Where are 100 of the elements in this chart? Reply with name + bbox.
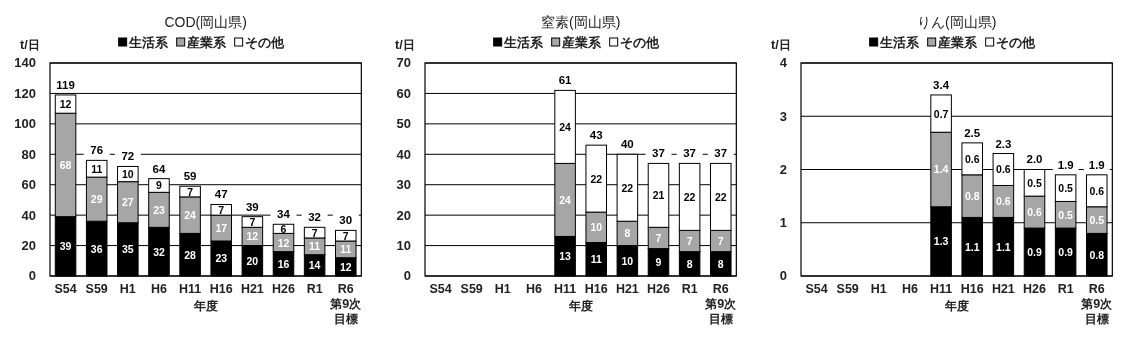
total-label: 37	[652, 147, 666, 160]
total-label: 30	[339, 214, 353, 227]
data-label: 13	[559, 251, 572, 263]
x-tick-label: S54	[429, 282, 453, 296]
x-tick-label: S54	[805, 282, 828, 296]
x-tick-label: H16	[209, 282, 233, 296]
data-label: 0.5	[1089, 215, 1104, 227]
total-label: 39	[245, 200, 259, 213]
y-tick-label: 50	[396, 116, 412, 132]
total-label: 72	[121, 150, 135, 163]
data-label: 23	[215, 253, 228, 265]
total-label: 1.9	[1057, 158, 1074, 171]
data-label: 8	[687, 258, 694, 270]
data-label: 23	[153, 204, 165, 216]
data-label: 9	[655, 257, 662, 269]
data-label: 1.1	[995, 241, 1011, 253]
legend-label: 生活系	[878, 35, 920, 50]
legend-label: 生活系	[502, 35, 544, 50]
y-tick-label: 4	[779, 55, 788, 71]
data-label: 22	[715, 191, 728, 203]
total-label: 2.0	[1026, 153, 1043, 166]
x-tick-label: H16	[960, 282, 984, 296]
data-label: 0.9	[1058, 247, 1073, 259]
x-tick-label: S59	[836, 282, 859, 296]
y-axis-title: t/日	[770, 38, 791, 52]
total-label: 37	[714, 147, 728, 160]
x-axis-title: 年度	[943, 299, 969, 313]
data-label: 1.3	[933, 236, 949, 248]
data-label: 7	[249, 216, 256, 228]
data-label: 0.8	[964, 191, 980, 203]
y-tick-label: 3	[779, 108, 787, 124]
data-label: 22	[590, 173, 603, 185]
total-label: 43	[590, 129, 603, 142]
legend-label: 産業系	[560, 35, 602, 50]
data-label: 27	[122, 197, 134, 209]
x-tick-label: R6第9次目標	[1079, 282, 1113, 326]
data-label: 7	[718, 236, 725, 248]
data-label: 14	[308, 260, 321, 272]
x-tick-label: S59	[85, 282, 108, 296]
data-label: 12	[246, 231, 259, 243]
y-tick-label: 2	[779, 162, 787, 177]
y-tick-label: 120	[14, 85, 36, 101]
x-tick-label: H26	[272, 282, 295, 296]
data-label: 0.6	[964, 153, 980, 165]
data-label: 0.5	[1026, 177, 1042, 189]
x-tick-label: H11	[929, 282, 952, 296]
x-tick-label: H16	[585, 282, 609, 296]
data-label: 0.5	[1058, 183, 1073, 195]
data-label: 12	[277, 237, 290, 249]
x-tick-label: H26	[647, 282, 671, 296]
legend-label: 産業系	[185, 35, 227, 50]
data-label: 22	[621, 182, 634, 194]
data-label: 20	[246, 255, 259, 267]
data-label: 1.4	[933, 164, 949, 176]
y-axis-title: t/日	[395, 38, 415, 52]
x-tick-label: R1	[681, 282, 698, 296]
data-label: 39	[59, 241, 72, 253]
y-tick-label: 80	[21, 146, 36, 162]
data-label: 24	[184, 210, 197, 222]
data-label: 0.9	[1026, 247, 1042, 259]
data-label: 0.6	[1026, 207, 1042, 219]
data-label: 6	[280, 223, 287, 235]
data-label: 7	[187, 186, 194, 198]
data-label: 36	[90, 243, 103, 255]
data-label: 7	[655, 232, 662, 244]
total-label: 64	[152, 162, 166, 175]
data-label: 1.1	[964, 241, 980, 253]
data-label: 10	[621, 255, 634, 267]
data-label: 0.5	[1058, 209, 1073, 221]
data-label: 7	[342, 230, 349, 242]
data-label: 29	[90, 194, 103, 206]
data-label: 11	[340, 244, 352, 256]
x-tick-label: H6	[901, 282, 918, 296]
data-label: 11	[309, 241, 321, 253]
chart-title: りん(岡山県)	[916, 14, 996, 30]
data-label: 10	[590, 222, 603, 234]
legend-label: その他	[244, 35, 285, 50]
total-label: 2.3	[995, 137, 1011, 150]
data-label: 0.6	[1089, 185, 1104, 197]
x-tick-label: H11	[178, 282, 202, 296]
x-tick-label: H21	[991, 282, 1015, 296]
y-tick-label: 0	[404, 268, 412, 284]
data-label: 17	[215, 223, 228, 235]
data-label: 9	[156, 180, 163, 192]
data-label: 0.8	[1089, 249, 1104, 261]
data-label: 7	[311, 227, 318, 239]
y-tick-label: 60	[396, 85, 412, 101]
x-tick-label: R1	[306, 282, 323, 296]
x-tick-label: S59	[460, 282, 484, 296]
x-tick-label: H21	[616, 282, 640, 296]
legend-label: 生活系	[127, 35, 169, 50]
total-label: 47	[214, 188, 228, 201]
total-label: 59	[183, 170, 197, 183]
data-label: 8	[624, 228, 631, 240]
x-tick-label: H6	[526, 282, 543, 296]
data-label: 11	[591, 254, 603, 266]
x-tick-label: H21	[240, 282, 264, 296]
total-label: 3.4	[932, 78, 950, 91]
x-tick-label: R1	[1057, 282, 1074, 296]
chart-title: 窒素(岡山県)	[541, 14, 621, 30]
